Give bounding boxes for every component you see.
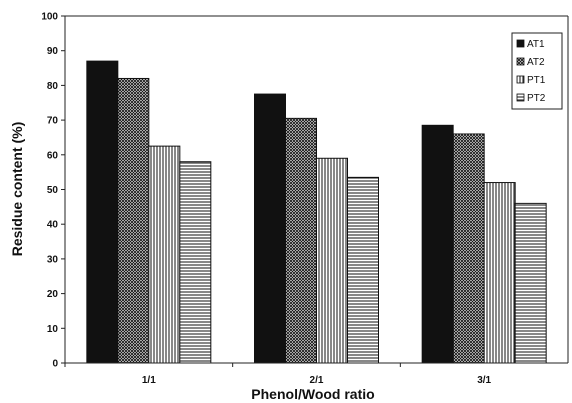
bar-pt1 [483, 182, 516, 364]
y-tick-label: 80 [47, 81, 59, 92]
legend-label-pt1: PT1 [527, 75, 546, 86]
x-axis: 1/1 2/1 3/1 [64, 362, 568, 386]
y-tick-label: 30 [47, 254, 59, 265]
bars [86, 60, 547, 364]
legend: AT1 AT2 PT1 PT2 [511, 32, 563, 110]
bar-pt2 [179, 161, 212, 364]
y-tick-label: 20 [47, 289, 59, 300]
legend-swatch-pt2 [516, 93, 525, 102]
legend-label-at1: AT1 [527, 39, 545, 50]
y-tick-label: 40 [47, 220, 59, 231]
bar-pt2 [514, 202, 547, 364]
bar-at2 [452, 133, 485, 364]
bar-at2 [285, 117, 317, 364]
bar-at1 [254, 93, 286, 364]
y-tick-label: 10 [47, 324, 59, 335]
y-tick-label: 0 [52, 359, 58, 370]
x-axis-title: Phenol/Wood ratio [251, 386, 374, 402]
bar-at1 [421, 124, 454, 364]
x-tick-label: 2/1 [310, 375, 324, 386]
y-tick-label: 60 [47, 150, 59, 161]
legend-label-at2: AT2 [527, 57, 545, 68]
bar-at2 [117, 77, 150, 364]
y-axis-title: Residue content (%) [9, 122, 25, 257]
legend-label-pt2: PT2 [527, 93, 546, 104]
y-tick-label: 70 [47, 116, 59, 127]
bar-pt1 [316, 157, 348, 364]
legend-swatch-at2 [516, 57, 525, 66]
legend-swatch-pt1 [516, 75, 525, 84]
bar-at1 [86, 60, 119, 364]
bar-pt1 [148, 145, 181, 364]
y-axis: 0 10 20 30 40 50 60 70 80 90 100 [41, 12, 66, 370]
bar-pt2 [347, 176, 379, 364]
plot-area [65, 15, 569, 363]
legend-swatch-at1 [516, 39, 525, 48]
y-tick-label: 90 [47, 46, 59, 57]
x-tick-label: 3/1 [477, 375, 491, 386]
y-tick-label: 100 [41, 12, 58, 23]
y-tick-label: 50 [47, 185, 59, 196]
x-tick-label: 1/1 [142, 375, 156, 386]
